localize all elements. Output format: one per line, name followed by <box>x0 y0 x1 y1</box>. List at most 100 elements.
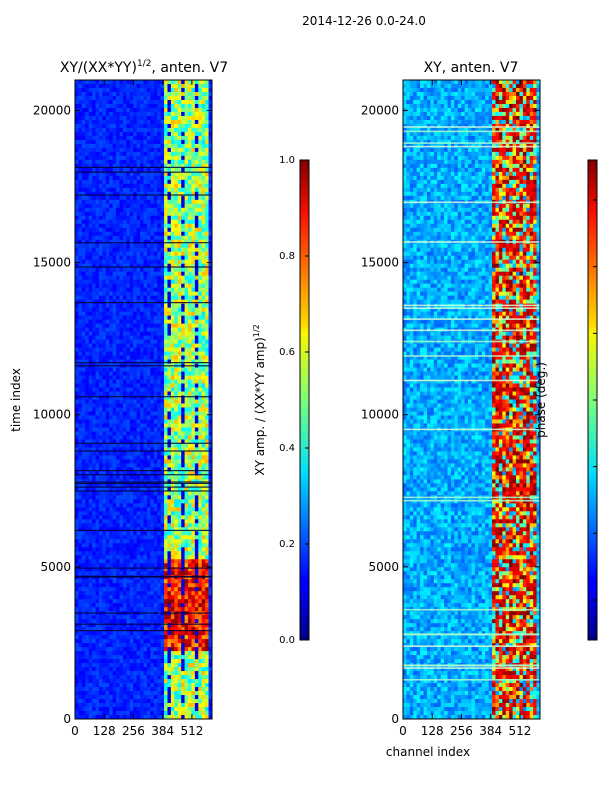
heatmap-cell <box>150 291 155 297</box>
heatmap-cell <box>119 563 124 568</box>
heatmap-cell <box>208 459 212 464</box>
heatmap-cell <box>157 319 162 325</box>
heatmap-cell <box>98 263 103 269</box>
heatmap-cell <box>78 335 83 340</box>
heatmap-cell <box>136 219 141 225</box>
heatmap-cell <box>153 523 158 528</box>
heatmap-cell <box>102 167 107 173</box>
heatmap-cell <box>126 447 131 452</box>
heatmap-cell <box>177 271 182 277</box>
heatmap-cell <box>150 395 155 400</box>
heatmap-cell <box>133 343 138 348</box>
heatmap-cell <box>105 223 110 229</box>
heatmap-cell <box>78 119 83 125</box>
heatmap-cell <box>160 491 165 496</box>
heatmap-cell <box>143 219 148 225</box>
heatmap-cell <box>112 527 117 532</box>
heatmap-cell <box>105 383 110 388</box>
heatmap-cell <box>194 435 199 440</box>
heatmap-cell <box>122 327 127 332</box>
heatmap-cell <box>133 499 138 504</box>
heatmap-cell <box>164 427 168 432</box>
heatmap-cell <box>177 191 182 197</box>
heatmap-cell <box>116 419 120 424</box>
heatmap-cell <box>157 335 162 340</box>
heatmap-cell <box>146 323 151 329</box>
heatmap-cell <box>143 295 148 301</box>
heatmap-cell <box>208 123 212 129</box>
heatmap-cell <box>95 259 100 265</box>
heatmap-cell <box>150 151 155 157</box>
heatmap-cell <box>122 459 127 464</box>
heatmap-cell <box>105 431 110 436</box>
heatmap-cell <box>129 159 134 165</box>
heatmap-cell <box>116 275 120 281</box>
heatmap-cell <box>157 515 162 520</box>
heatmap-cell <box>174 407 179 412</box>
heatmap-cell <box>116 547 120 552</box>
heatmap-cell <box>116 111 120 117</box>
heatmap-cell <box>188 155 192 161</box>
heatmap-cell <box>98 475 103 480</box>
heatmap-cell <box>177 343 182 348</box>
heatmap-cell <box>102 91 107 97</box>
heatmap-cell <box>167 139 172 145</box>
heatmap-cell <box>102 467 107 472</box>
heatmap-cell <box>198 119 203 125</box>
heatmap-cell <box>191 375 196 380</box>
heatmap-cell <box>140 291 144 297</box>
heatmap-cell <box>170 431 175 436</box>
heatmap-cell <box>129 179 134 185</box>
heatmap-cell <box>78 459 83 464</box>
heatmap-cell <box>191 87 196 93</box>
heatmap-cell <box>143 283 148 289</box>
heatmap-cell <box>143 291 148 297</box>
heatmap-cell <box>126 371 131 376</box>
heatmap-cell <box>109 551 114 556</box>
heatmap-cell <box>85 331 90 336</box>
heatmap-cell <box>133 411 138 416</box>
heatmap-cell <box>112 283 117 289</box>
heatmap-cell <box>177 263 182 269</box>
heatmap-cell <box>81 103 86 109</box>
heatmap-cell <box>208 171 212 177</box>
heatmap-cell <box>75 247 79 253</box>
heatmap-cell <box>85 319 90 325</box>
heatmap-cell <box>119 367 124 372</box>
heatmap-cell <box>92 295 96 301</box>
heatmap-cell <box>140 191 144 197</box>
heatmap-cell <box>119 371 124 376</box>
heatmap-cell <box>122 535 127 540</box>
heatmap-cell <box>85 279 90 285</box>
heatmap-cell <box>194 391 199 396</box>
heatmap-cell <box>133 335 138 340</box>
heatmap-cell <box>153 147 158 153</box>
heatmap-cell <box>160 91 165 97</box>
heatmap-cell <box>98 295 103 301</box>
heatmap-cell <box>205 379 209 384</box>
heatmap-cell <box>205 279 209 285</box>
heatmap-cell <box>92 215 96 221</box>
heatmap-cell <box>194 287 199 293</box>
heatmap-cell <box>205 499 209 504</box>
heatmap-cell <box>136 527 141 532</box>
heatmap-cell <box>208 383 212 388</box>
heatmap-cell <box>102 415 107 420</box>
heatmap-cell <box>191 487 196 492</box>
heatmap-cell <box>116 383 120 388</box>
heatmap-cell <box>109 95 114 101</box>
heatmap-cell <box>129 239 134 245</box>
heatmap-cell <box>205 151 209 157</box>
heatmap-cell <box>78 567 83 572</box>
heatmap-cell <box>112 179 117 185</box>
heatmap-cell <box>181 351 185 356</box>
heatmap-cell <box>126 111 131 117</box>
heatmap-cell <box>95 223 100 229</box>
heatmap-cell <box>109 291 114 297</box>
heatmap-cell <box>122 315 127 321</box>
heatmap-cell <box>85 343 90 348</box>
heatmap-cell <box>201 459 206 464</box>
heatmap-cell <box>177 303 182 309</box>
heatmap-cell <box>191 163 196 169</box>
heatmap-cell <box>88 415 93 420</box>
